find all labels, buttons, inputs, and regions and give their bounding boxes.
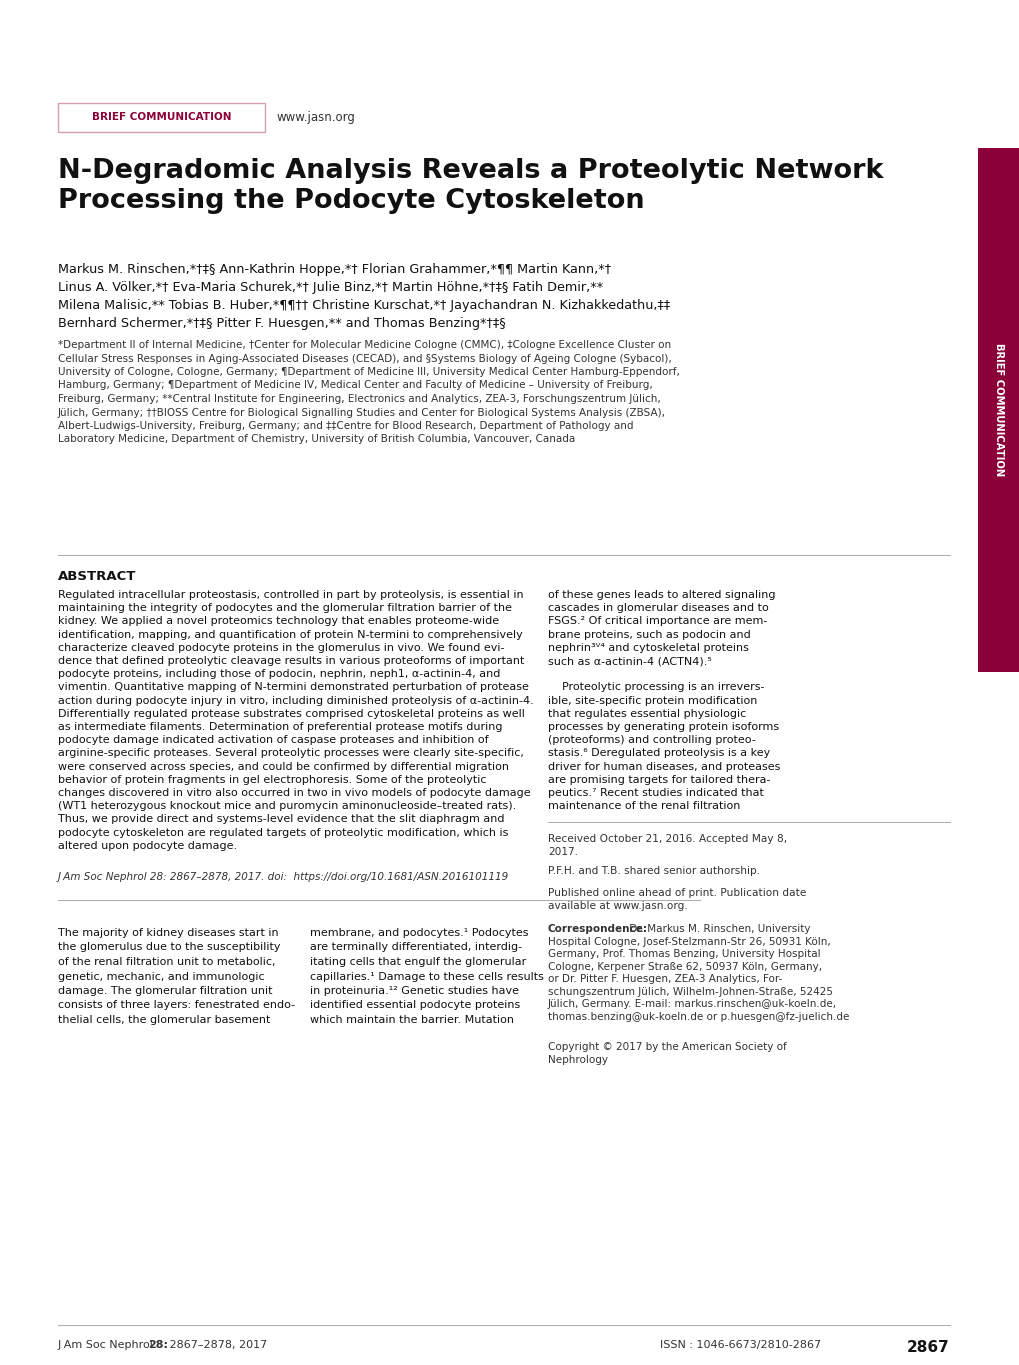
Text: Copyright © 2017 by the American Society of: Copyright © 2017 by the American Society… — [547, 1043, 786, 1052]
Text: www.jasn.org: www.jasn.org — [277, 111, 356, 124]
Text: in proteinuria.¹² Genetic studies have: in proteinuria.¹² Genetic studies have — [310, 986, 519, 996]
Text: thelial cells, the glomerular basement: thelial cells, the glomerular basement — [58, 1016, 270, 1025]
Text: brane proteins, such as podocin and: brane proteins, such as podocin and — [547, 629, 750, 640]
Text: podocyte damage indicated activation of caspase proteases and inhibition of: podocyte damage indicated activation of … — [58, 736, 488, 745]
Text: which maintain the barrier. Mutation: which maintain the barrier. Mutation — [310, 1016, 514, 1025]
Text: Cellular Stress Responses in Aging-Associated Diseases (CECAD), and §Systems Bio: Cellular Stress Responses in Aging-Assoc… — [58, 354, 672, 363]
Text: characterize cleaved podocyte proteins in the glomerulus in vivo. We found evi-: characterize cleaved podocyte proteins i… — [58, 643, 504, 652]
Text: peutics.⁷ Recent studies indicated that: peutics.⁷ Recent studies indicated that — [547, 788, 763, 799]
Text: Correspondence:: Correspondence: — [547, 924, 647, 935]
Text: changes discovered in vitro also occurred in two in vivo models of podocyte dama: changes discovered in vitro also occurre… — [58, 788, 530, 799]
Text: Cologne, Kerpener Straße 62, 50937 Köln, Germany,: Cologne, Kerpener Straße 62, 50937 Köln,… — [547, 962, 821, 972]
Text: of the renal filtration unit to metabolic,: of the renal filtration unit to metaboli… — [58, 957, 275, 966]
Text: BRIEF COMMUNICATION: BRIEF COMMUNICATION — [994, 344, 1003, 476]
Text: N-Degradomic Analysis Reveals a Proteolytic Network
Processing the Podocyte Cyto: N-Degradomic Analysis Reveals a Proteoly… — [58, 158, 882, 214]
Text: ible, site-specific protein modification: ible, site-specific protein modification — [547, 696, 757, 706]
Text: podocyte cytoskeleton are regulated targets of proteolytic modification, which i: podocyte cytoskeleton are regulated targ… — [58, 827, 507, 838]
Text: 2017.: 2017. — [547, 848, 578, 857]
Text: are promising targets for tailored thera-: are promising targets for tailored thera… — [547, 775, 769, 785]
Text: stasis.⁶ Deregulated proteolysis is a key: stasis.⁶ Deregulated proteolysis is a ke… — [547, 748, 769, 759]
Text: the glomerulus due to the susceptibility: the glomerulus due to the susceptibility — [58, 942, 280, 953]
Text: Albert-Ludwigs-University, Freiburg, Germany; and ‡‡Centre for Blood Research, D: Albert-Ludwigs-University, Freiburg, Ger… — [58, 420, 633, 431]
Text: capillaries.¹ Damage to these cells results: capillaries.¹ Damage to these cells resu… — [310, 972, 543, 981]
Text: available at www.jasn.org.: available at www.jasn.org. — [547, 901, 687, 912]
Text: consists of three layers: fenestrated endo-: consists of three layers: fenestrated en… — [58, 1001, 294, 1010]
Text: podocyte proteins, including those of podocin, nephrin, neph1, α-actinin-4, and: podocyte proteins, including those of po… — [58, 669, 500, 680]
Text: Jülich, Germany. E-mail: markus.rinschen@uk-koeln.de,: Jülich, Germany. E-mail: markus.rinschen… — [547, 999, 837, 1009]
Text: Hospital Cologne, Josef-Stelzmann-Str 26, 50931 Köln,: Hospital Cologne, Josef-Stelzmann-Str 26… — [547, 936, 829, 947]
Text: identification, mapping, and quantification of protein N-termini to comprehensiv: identification, mapping, and quantificat… — [58, 629, 523, 640]
Text: Milena Malisic,** Tobias B. Huber,*¶¶†† Christine Kurschat,*† Jayachandran N. Ki: Milena Malisic,** Tobias B. Huber,*¶¶†† … — [58, 299, 669, 313]
Text: schungszentrum Jülich, Wilhelm-Johnen-Straße, 52425: schungszentrum Jülich, Wilhelm-Johnen-St… — [547, 987, 833, 996]
Text: identified essential podocyte proteins: identified essential podocyte proteins — [310, 1001, 520, 1010]
Text: action during podocyte injury in vitro, including diminished proteolysis of α-ac: action during podocyte injury in vitro, … — [58, 696, 533, 706]
Text: The majority of kidney diseases start in: The majority of kidney diseases start in — [58, 928, 278, 938]
Text: arginine-specific proteases. Several proteolytic processes were clearly site-spe: arginine-specific proteases. Several pro… — [58, 748, 524, 759]
Text: driver for human diseases, and proteases: driver for human diseases, and proteases — [547, 762, 780, 771]
Text: ABSTRACT: ABSTRACT — [58, 571, 137, 583]
Text: 28:: 28: — [148, 1340, 168, 1350]
Text: nephrin³ⱽ⁴ and cytoskeletal proteins: nephrin³ⱽ⁴ and cytoskeletal proteins — [547, 643, 748, 652]
Text: damage. The glomerular filtration unit: damage. The glomerular filtration unit — [58, 986, 272, 996]
Text: FSGS.² Of critical importance are mem-: FSGS.² Of critical importance are mem- — [547, 617, 766, 627]
Text: Bernhard Schermer,*†‡§ Pitter F. Huesgen,** and Thomas Benzing*†‡§: Bernhard Schermer,*†‡§ Pitter F. Huesgen… — [58, 317, 505, 330]
Text: vimentin. Quantitative mapping of N-termini demonstrated perturbation of proteas: vimentin. Quantitative mapping of N-term… — [58, 682, 529, 692]
Text: Germany, Prof. Thomas Benzing, University Hospital: Germany, Prof. Thomas Benzing, Universit… — [547, 950, 820, 960]
FancyBboxPatch shape — [58, 102, 265, 132]
Text: Thus, we provide direct and systems-level evidence that the slit diaphragm and: Thus, we provide direct and systems-leve… — [58, 815, 504, 824]
Text: such as α-actinin-4 (ACTN4).⁵: such as α-actinin-4 (ACTN4).⁵ — [547, 657, 711, 666]
Text: kidney. We applied a novel proteomics technology that enables proteome-wide: kidney. We applied a novel proteomics te… — [58, 617, 498, 627]
Text: Nephrology: Nephrology — [547, 1055, 607, 1066]
Text: of these genes leads to altered signaling: of these genes leads to altered signalin… — [547, 590, 774, 601]
Text: Jülich, Germany; ††BIOSS Centre for Biological Signalling Studies and Center for: Jülich, Germany; ††BIOSS Centre for Biol… — [58, 408, 665, 418]
Text: or Dr. Pitter F. Huesgen, ZEA-3 Analytics, For-: or Dr. Pitter F. Huesgen, ZEA-3 Analytic… — [547, 975, 782, 984]
Text: Markus M. Rinschen,*†‡§ Ann-Kathrin Hoppe,*† Florian Grahammer,*¶¶ Martin Kann,*: Markus M. Rinschen,*†‡§ Ann-Kathrin Hopp… — [58, 263, 610, 276]
Text: were conserved across species, and could be confirmed by differential migration: were conserved across species, and could… — [58, 762, 508, 771]
Text: Laboratory Medicine, Department of Chemistry, University of British Columbia, Va: Laboratory Medicine, Department of Chemi… — [58, 434, 575, 445]
Text: Published online ahead of print. Publication date: Published online ahead of print. Publica… — [547, 889, 806, 898]
Text: thomas.benzing@uk-koeln.de or p.huesgen@fz-juelich.de: thomas.benzing@uk-koeln.de or p.huesgen@… — [547, 1011, 849, 1022]
Text: Linus A. Völker,*† Eva-Maria Schurek,*† Julie Binz,*† Martin Höhne,*†‡§ Fatih De: Linus A. Völker,*† Eva-Maria Schurek,*† … — [58, 281, 602, 293]
Text: maintenance of the renal filtration: maintenance of the renal filtration — [547, 801, 740, 811]
Text: P.F.H. and T.B. shared senior authorship.: P.F.H. and T.B. shared senior authorship… — [547, 867, 759, 876]
Text: BRIEF COMMUNICATION: BRIEF COMMUNICATION — [92, 112, 231, 123]
Text: maintaining the integrity of podocytes and the glomerular filtration barrier of : maintaining the integrity of podocytes a… — [58, 603, 512, 613]
Text: that regulates essential physiologic: that regulates essential physiologic — [547, 708, 746, 719]
Text: processes by generating protein isoforms: processes by generating protein isoforms — [547, 722, 779, 732]
Text: 2867–2878, 2017: 2867–2878, 2017 — [166, 1340, 267, 1350]
Text: as intermediate filaments. Determination of preferential protease motifs during: as intermediate filaments. Determination… — [58, 722, 502, 732]
Text: altered upon podocyte damage.: altered upon podocyte damage. — [58, 841, 236, 850]
Text: Hamburg, Germany; ¶Department of Medicine IV, Medical Center and Faculty of Medi: Hamburg, Germany; ¶Department of Medicin… — [58, 381, 652, 390]
Text: are terminally differentiated, interdig-: are terminally differentiated, interdig- — [310, 942, 522, 953]
Text: genetic, mechanic, and immunologic: genetic, mechanic, and immunologic — [58, 972, 264, 981]
Text: Dr. Markus M. Rinschen, University: Dr. Markus M. Rinschen, University — [626, 924, 810, 935]
Text: ISSN : 1046-6673/2810-2867: ISSN : 1046-6673/2810-2867 — [659, 1340, 820, 1350]
Text: (WT1 heterozygous knockout mice and puromycin aminonucleoside–treated rats).: (WT1 heterozygous knockout mice and puro… — [58, 801, 516, 811]
Text: (proteoforms) and controlling proteo-: (proteoforms) and controlling proteo- — [547, 736, 755, 745]
Text: 2867: 2867 — [906, 1340, 949, 1355]
Text: itating cells that engulf the glomerular: itating cells that engulf the glomerular — [310, 957, 526, 966]
Text: University of Cologne, Cologne, Germany; ¶Department of Medicine III, University: University of Cologne, Cologne, Germany;… — [58, 367, 680, 377]
Bar — [977, 147, 1019, 672]
Text: Regulated intracellular proteostasis, controlled in part by proteolysis, is esse: Regulated intracellular proteostasis, co… — [58, 590, 523, 601]
Text: Received October 21, 2016. Accepted May 8,: Received October 21, 2016. Accepted May … — [547, 834, 787, 845]
Text: *Department II of Internal Medicine, †Center for Molecular Medicine Cologne (CMM: *Department II of Internal Medicine, †Ce… — [58, 340, 671, 349]
Text: Freiburg, Germany; **Central Institute for Engineering, Electronics and Analytic: Freiburg, Germany; **Central Institute f… — [58, 394, 660, 404]
Text: J Am Soc Nephrol: J Am Soc Nephrol — [58, 1340, 157, 1350]
Text: J Am Soc Nephrol 28: 2867–2878, 2017. doi:  https://doi.org/10.1681/ASN.20161011: J Am Soc Nephrol 28: 2867–2878, 2017. do… — [58, 872, 508, 882]
Text: cascades in glomerular diseases and to: cascades in glomerular diseases and to — [547, 603, 768, 613]
Text: behavior of protein fragments in gel electrophoresis. Some of the proteolytic: behavior of protein fragments in gel ele… — [58, 775, 486, 785]
Text: Differentially regulated protease substrates comprised cytoskeletal proteins as : Differentially regulated protease substr… — [58, 708, 525, 719]
Text: Proteolytic processing is an irrevers-: Proteolytic processing is an irrevers- — [547, 682, 764, 692]
Text: dence that defined proteolytic cleavage results in various proteoforms of import: dence that defined proteolytic cleavage … — [58, 657, 524, 666]
Text: membrane, and podocytes.¹ Podocytes: membrane, and podocytes.¹ Podocytes — [310, 928, 528, 938]
